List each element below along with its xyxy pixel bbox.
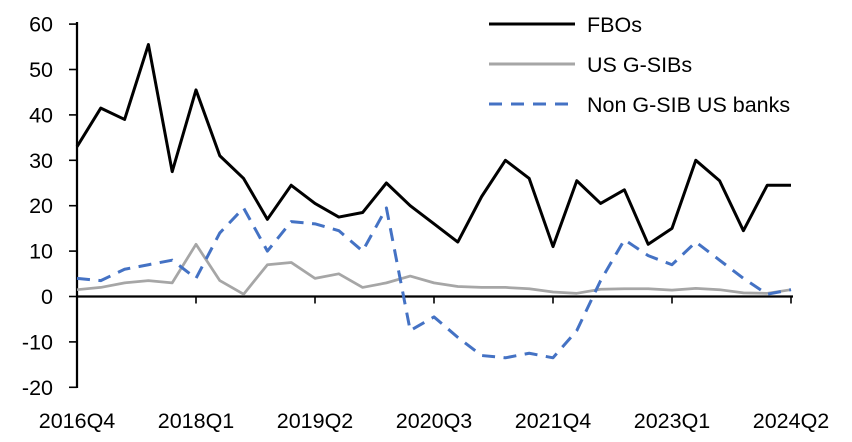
y-tick-label: 60 [29, 13, 53, 37]
legend-label-fbos: FBOs [587, 13, 642, 37]
x-tick-label: 2020Q3 [396, 409, 473, 433]
legend-label-non-gsib-us-banks: Non G-SIB US banks [587, 93, 790, 117]
legend-label-us-gsibs: US G-SIBs [587, 53, 692, 77]
x-tick-label: 2023Q1 [634, 409, 711, 433]
y-tick-label: 10 [29, 240, 53, 264]
legend: FBOs US G-SIBs Non G-SIB US banks [489, 13, 790, 117]
series-lines [75, 43, 792, 360]
x-tick-label: 2018Q1 [158, 409, 235, 433]
series-line-non-g-sib-us-banks [76, 206, 792, 360]
y-tick-label: 20 [29, 194, 53, 218]
y-tick-label: 40 [29, 103, 53, 127]
series-line-fbos [75, 43, 791, 249]
y-tick-label: -10 [22, 330, 53, 354]
y-tick-label: 30 [29, 149, 53, 173]
x-tick-label: 2019Q2 [277, 409, 354, 433]
axes: 60 50 40 30 20 10 0 -10 -20 2016Q4 2018Q1 2019Q2 202… [22, 13, 829, 433]
series-line-us-g-sibs [76, 242, 792, 296]
x-tick-label: 2021Q4 [515, 409, 592, 433]
x-tick-label: 2024Q2 [753, 409, 830, 433]
y-tick-label: 50 [29, 58, 53, 82]
y-tick-label: -20 [22, 376, 53, 400]
x-tick-label: 2016Q4 [39, 409, 116, 433]
y-tick-label: 0 [41, 285, 53, 309]
